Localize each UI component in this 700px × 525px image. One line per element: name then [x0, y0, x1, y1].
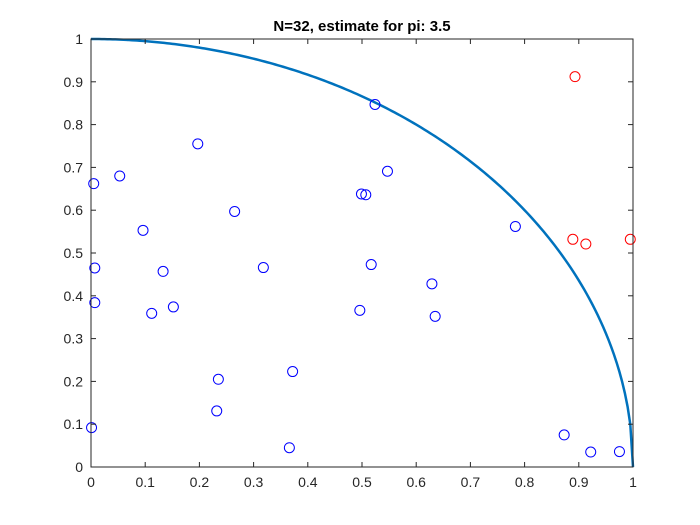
inside-point — [354, 304, 366, 316]
x-tick-label: 0.4 — [298, 474, 318, 490]
inside-point — [157, 265, 169, 277]
x-tick-label: 0.2 — [190, 474, 210, 490]
inside-point — [114, 170, 126, 182]
y-tick-label: 0.2 — [64, 373, 84, 389]
x-tick-label: 0.5 — [352, 474, 372, 490]
inside-point — [365, 259, 377, 271]
outside-point — [580, 238, 592, 250]
outside-point — [624, 233, 636, 245]
inside-point — [426, 278, 438, 290]
inside-point — [137, 224, 149, 236]
inside-point — [558, 429, 570, 441]
inside-point — [509, 220, 521, 232]
x-tick-label: 0.7 — [461, 474, 481, 490]
inside-point — [89, 297, 101, 309]
x-tick-label: 0.1 — [135, 474, 155, 490]
x-tick-label: 0.3 — [244, 474, 264, 490]
inside-point — [192, 138, 204, 150]
inside-point — [146, 307, 158, 319]
outside-point — [567, 233, 579, 245]
inside-point — [211, 405, 223, 417]
y-tick-label: 0.8 — [64, 117, 84, 133]
inside-point — [287, 366, 299, 378]
y-tick-label: 0 — [75, 459, 83, 475]
inside-point — [355, 188, 367, 200]
curve-layer — [90, 37, 635, 468]
ticks-layer: 0 0.1 0.2 0.3 0.4 0.5 0.6 0.7 0.8 0.9 1 0 0.1 0.2 0.3 0… — [64, 31, 638, 490]
inside-point — [86, 422, 98, 434]
y-tick-label: 0.7 — [64, 159, 84, 175]
quarter-circle-curve — [90, 37, 635, 468]
x-tick-label: 0.8 — [515, 474, 535, 490]
x-tick-label: 0 — [87, 474, 95, 490]
inside-point — [257, 262, 269, 274]
y-tick-label: 0.9 — [64, 74, 84, 90]
inside-point — [381, 165, 393, 177]
points-layer — [86, 71, 636, 458]
plot-area — [91, 39, 633, 467]
inside-point — [88, 178, 100, 190]
inside-point — [89, 262, 101, 274]
inside-point — [369, 98, 381, 110]
y-tick-label: 0.4 — [64, 288, 84, 304]
inside-point — [167, 301, 179, 313]
y-tick-label: 0.3 — [64, 331, 84, 347]
y-tick-label: 0.5 — [64, 245, 84, 261]
outside-point — [569, 71, 581, 83]
x-tick-label: 0.6 — [406, 474, 426, 490]
chart-title: N=32, estimate for pi: 3.5 — [273, 18, 450, 35]
inside-point — [212, 373, 224, 385]
inside-point — [283, 442, 295, 454]
inside-point — [585, 446, 597, 458]
inside-point — [613, 446, 625, 458]
inside-point — [429, 310, 441, 322]
y-tick-label: 1 — [75, 31, 83, 47]
inside-point — [229, 205, 241, 217]
x-tick-label: 0.9 — [569, 474, 589, 490]
y-tick-label: 0.6 — [64, 202, 84, 218]
y-tick-label: 0.1 — [64, 416, 84, 432]
inside-point — [360, 189, 372, 201]
x-tick-label: 1 — [629, 474, 637, 490]
